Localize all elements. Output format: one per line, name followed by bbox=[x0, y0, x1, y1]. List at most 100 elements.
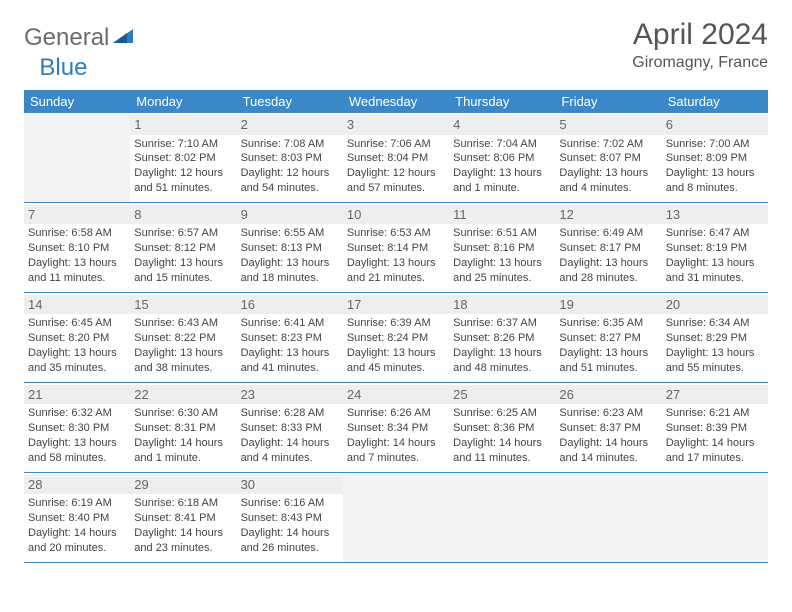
day-cell: 11Sunrise: 6:51 AMSunset: 8:16 PMDayligh… bbox=[449, 203, 555, 292]
daylight-line: Daylight: 13 hours and 55 minutes. bbox=[666, 346, 764, 376]
sunset-line: Sunset: 8:34 PM bbox=[347, 421, 445, 436]
day-number: 16 bbox=[237, 295, 343, 315]
sunrise-line: Sunrise: 6:16 AM bbox=[241, 496, 339, 511]
title-block: April 2024 Giromagny, France bbox=[632, 18, 768, 72]
dow-label: Wednesday bbox=[343, 90, 449, 113]
empty-cell bbox=[662, 473, 768, 562]
day-number: 14 bbox=[24, 295, 130, 315]
day-number: 8 bbox=[130, 205, 236, 225]
day-number: 19 bbox=[555, 295, 661, 315]
daylight-line: Daylight: 14 hours and 7 minutes. bbox=[347, 436, 445, 466]
logo: General bbox=[24, 24, 137, 52]
daylight-line: Daylight: 13 hours and 1 minute. bbox=[453, 166, 551, 196]
daylight-line: Daylight: 13 hours and 21 minutes. bbox=[347, 256, 445, 286]
sunrise-line: Sunrise: 6:25 AM bbox=[453, 406, 551, 421]
sunset-line: Sunset: 8:43 PM bbox=[241, 511, 339, 526]
sunset-line: Sunset: 8:39 PM bbox=[666, 421, 764, 436]
sunset-line: Sunset: 8:04 PM bbox=[347, 151, 445, 166]
dow-label: Tuesday bbox=[237, 90, 343, 113]
sunrise-line: Sunrise: 6:34 AM bbox=[666, 316, 764, 331]
sunrise-line: Sunrise: 6:45 AM bbox=[28, 316, 126, 331]
day-cell: 3Sunrise: 7:06 AMSunset: 8:04 PMDaylight… bbox=[343, 113, 449, 202]
daylight-line: Daylight: 13 hours and 45 minutes. bbox=[347, 346, 445, 376]
sunrise-line: Sunrise: 6:19 AM bbox=[28, 496, 126, 511]
sunrise-line: Sunrise: 7:06 AM bbox=[347, 137, 445, 152]
daylight-line: Daylight: 13 hours and 25 minutes. bbox=[453, 256, 551, 286]
day-number: 20 bbox=[662, 295, 768, 315]
sunset-line: Sunset: 8:02 PM bbox=[134, 151, 232, 166]
sunset-line: Sunset: 8:40 PM bbox=[28, 511, 126, 526]
day-cell: 12Sunrise: 6:49 AMSunset: 8:17 PMDayligh… bbox=[555, 203, 661, 292]
sunset-line: Sunset: 8:33 PM bbox=[241, 421, 339, 436]
day-cell: 4Sunrise: 7:04 AMSunset: 8:06 PMDaylight… bbox=[449, 113, 555, 202]
daylight-line: Daylight: 14 hours and 23 minutes. bbox=[134, 526, 232, 556]
sunrise-line: Sunrise: 6:57 AM bbox=[134, 226, 232, 241]
week-row: 7Sunrise: 6:58 AMSunset: 8:10 PMDaylight… bbox=[24, 203, 768, 293]
day-cell: 13Sunrise: 6:47 AMSunset: 8:19 PMDayligh… bbox=[662, 203, 768, 292]
day-cell: 30Sunrise: 6:16 AMSunset: 8:43 PMDayligh… bbox=[237, 473, 343, 562]
dow-label: Sunday bbox=[24, 90, 130, 113]
day-cell: 22Sunrise: 6:30 AMSunset: 8:31 PMDayligh… bbox=[130, 383, 236, 472]
logo-word1: General bbox=[24, 24, 109, 52]
sunset-line: Sunset: 8:26 PM bbox=[453, 331, 551, 346]
logo-triangle-icon bbox=[113, 27, 135, 50]
sunrise-line: Sunrise: 7:04 AM bbox=[453, 137, 551, 152]
calendar: SundayMondayTuesdayWednesdayThursdayFrid… bbox=[24, 90, 768, 563]
empty-cell bbox=[555, 473, 661, 562]
sunset-line: Sunset: 8:07 PM bbox=[559, 151, 657, 166]
sunrise-line: Sunrise: 6:21 AM bbox=[666, 406, 764, 421]
day-number: 30 bbox=[237, 475, 343, 495]
sunset-line: Sunset: 8:23 PM bbox=[241, 331, 339, 346]
daylight-line: Daylight: 13 hours and 48 minutes. bbox=[453, 346, 551, 376]
location: Giromagny, France bbox=[632, 54, 768, 72]
day-number: 12 bbox=[555, 205, 661, 225]
dow-label: Monday bbox=[130, 90, 236, 113]
daylight-line: Daylight: 14 hours and 20 minutes. bbox=[28, 526, 126, 556]
day-number: 6 bbox=[662, 115, 768, 135]
sunset-line: Sunset: 8:16 PM bbox=[453, 241, 551, 256]
day-number: 23 bbox=[237, 385, 343, 405]
day-number: 15 bbox=[130, 295, 236, 315]
sunset-line: Sunset: 8:41 PM bbox=[134, 511, 232, 526]
day-cell: 28Sunrise: 6:19 AMSunset: 8:40 PMDayligh… bbox=[24, 473, 130, 562]
day-cell: 17Sunrise: 6:39 AMSunset: 8:24 PMDayligh… bbox=[343, 293, 449, 382]
sunset-line: Sunset: 8:29 PM bbox=[666, 331, 764, 346]
week-row: 1Sunrise: 7:10 AMSunset: 8:02 PMDaylight… bbox=[24, 113, 768, 203]
day-cell: 7Sunrise: 6:58 AMSunset: 8:10 PMDaylight… bbox=[24, 203, 130, 292]
sunrise-line: Sunrise: 7:08 AM bbox=[241, 137, 339, 152]
day-cell: 15Sunrise: 6:43 AMSunset: 8:22 PMDayligh… bbox=[130, 293, 236, 382]
day-cell: 29Sunrise: 6:18 AMSunset: 8:41 PMDayligh… bbox=[130, 473, 236, 562]
sunrise-line: Sunrise: 6:43 AM bbox=[134, 316, 232, 331]
sunrise-line: Sunrise: 6:39 AM bbox=[347, 316, 445, 331]
day-cell: 14Sunrise: 6:45 AMSunset: 8:20 PMDayligh… bbox=[24, 293, 130, 382]
daylight-line: Daylight: 13 hours and 38 minutes. bbox=[134, 346, 232, 376]
sunrise-line: Sunrise: 6:35 AM bbox=[559, 316, 657, 331]
week-row: 28Sunrise: 6:19 AMSunset: 8:40 PMDayligh… bbox=[24, 473, 768, 563]
daylight-line: Daylight: 14 hours and 1 minute. bbox=[134, 436, 232, 466]
daylight-line: Daylight: 13 hours and 31 minutes. bbox=[666, 256, 764, 286]
day-number: 3 bbox=[343, 115, 449, 135]
page-title: April 2024 bbox=[632, 18, 768, 52]
sunrise-line: Sunrise: 6:49 AM bbox=[559, 226, 657, 241]
sunset-line: Sunset: 8:12 PM bbox=[134, 241, 232, 256]
day-cell: 6Sunrise: 7:00 AMSunset: 8:09 PMDaylight… bbox=[662, 113, 768, 202]
sunrise-line: Sunrise: 6:53 AM bbox=[347, 226, 445, 241]
daylight-line: Daylight: 13 hours and 41 minutes. bbox=[241, 346, 339, 376]
dow-row: SundayMondayTuesdayWednesdayThursdayFrid… bbox=[24, 90, 768, 113]
day-number: 18 bbox=[449, 295, 555, 315]
sunrise-line: Sunrise: 6:47 AM bbox=[666, 226, 764, 241]
sunset-line: Sunset: 8:14 PM bbox=[347, 241, 445, 256]
day-cell: 10Sunrise: 6:53 AMSunset: 8:14 PMDayligh… bbox=[343, 203, 449, 292]
day-number: 9 bbox=[237, 205, 343, 225]
daylight-line: Daylight: 12 hours and 54 minutes. bbox=[241, 166, 339, 196]
daylight-line: Daylight: 12 hours and 51 minutes. bbox=[134, 166, 232, 196]
sunset-line: Sunset: 8:13 PM bbox=[241, 241, 339, 256]
daylight-line: Daylight: 13 hours and 35 minutes. bbox=[28, 346, 126, 376]
sunrise-line: Sunrise: 6:18 AM bbox=[134, 496, 232, 511]
day-cell: 9Sunrise: 6:55 AMSunset: 8:13 PMDaylight… bbox=[237, 203, 343, 292]
day-number: 4 bbox=[449, 115, 555, 135]
daylight-line: Daylight: 14 hours and 4 minutes. bbox=[241, 436, 339, 466]
day-number: 27 bbox=[662, 385, 768, 405]
sunset-line: Sunset: 8:10 PM bbox=[28, 241, 126, 256]
day-cell: 24Sunrise: 6:26 AMSunset: 8:34 PMDayligh… bbox=[343, 383, 449, 472]
